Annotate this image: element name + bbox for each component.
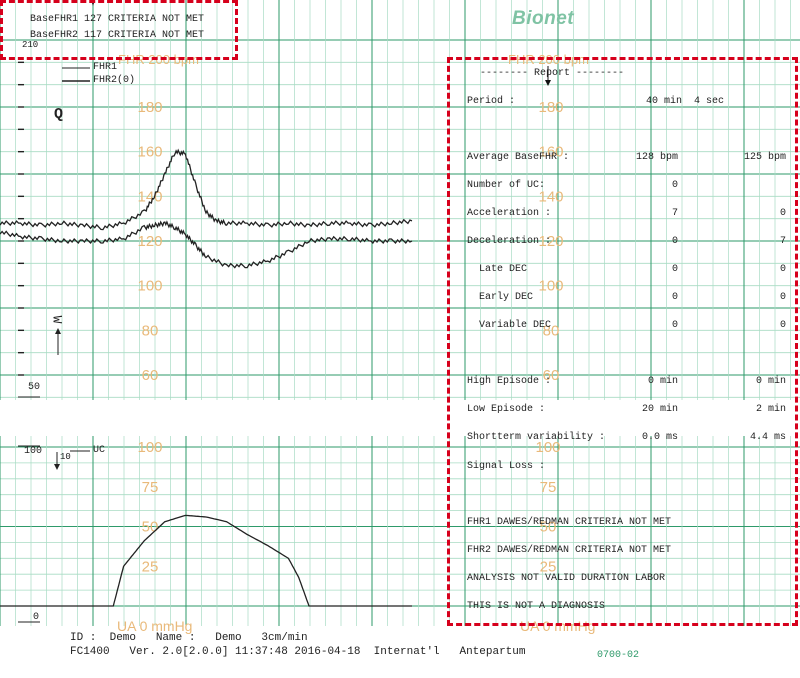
fhr-tick-label-right: 120 bbox=[538, 233, 563, 250]
report-title: -------- Report -------- bbox=[480, 68, 625, 79]
report-row-value-fhr1: 0 bbox=[671, 180, 678, 191]
report-row-label: Number of UC: bbox=[467, 180, 546, 191]
ua-tick-label: 100 bbox=[137, 439, 162, 456]
report-row-label: High Episode : bbox=[467, 376, 552, 387]
report-row-value-fhr1: 0 bbox=[671, 264, 678, 275]
report-row-label: Acceleration : bbox=[467, 208, 552, 219]
footer-device-line: FC1400 Ver. 2.0[2.0.0] 11:37:48 2016-04-… bbox=[70, 646, 526, 658]
scale-50-label: 50 bbox=[28, 382, 41, 393]
fhr-tick-label-right: 60 bbox=[543, 367, 560, 384]
fhr-tick-label: 120 bbox=[137, 233, 162, 250]
report-row-value-fhr2: 2 min bbox=[755, 404, 786, 415]
report-row-value-fhr1: 0 min bbox=[647, 376, 678, 387]
report-note: THIS IS NOT A DIAGNOSIS bbox=[467, 601, 606, 612]
fhr-title-left: FHR 200 bpm bbox=[118, 52, 199, 67]
basefhr1-line: BaseFHR1 127 CRITERIA NOT MET bbox=[30, 14, 205, 25]
scale-10-label: 10 bbox=[60, 452, 71, 462]
scale-0-label: 0 bbox=[33, 612, 40, 623]
fhr-tick-label: 180 bbox=[137, 99, 162, 116]
paper-code: 0700-02 bbox=[597, 650, 640, 661]
ua-tick-label-right: 75 bbox=[540, 479, 557, 496]
report-row-value-fhr1: 7 bbox=[671, 208, 678, 219]
fhr-title-right: FHR 200 bpm bbox=[508, 52, 589, 67]
fhr2-trace bbox=[0, 220, 413, 269]
report-row-label: Variable DEC bbox=[467, 320, 552, 331]
scale-210: 210 bbox=[22, 40, 39, 50]
report-row-value-fhr1: 128 bpm bbox=[635, 152, 678, 163]
fhr-tick-label-right: 80 bbox=[543, 322, 560, 339]
arrow-down-icon bbox=[545, 80, 551, 86]
ua-tick-label-right: 25 bbox=[540, 558, 557, 575]
period-value: 40 min 4 sec bbox=[646, 96, 725, 107]
report-row-label: Shortterm variability : bbox=[467, 432, 606, 443]
period-label: Period : bbox=[467, 96, 516, 107]
report-note: FHR2 DAWES/REDMAN CRITERIA NOT MET bbox=[467, 545, 672, 556]
footer-id-line: ID : Demo Name : Demo 3cm/min bbox=[70, 632, 308, 644]
uc-trace bbox=[0, 514, 412, 607]
scale-labels: 1801601401201008060180160140120100806010… bbox=[137, 99, 563, 575]
fhr-tick-label: 80 bbox=[142, 322, 159, 339]
left-ticks bbox=[18, 61, 40, 623]
fhr1-trace bbox=[0, 148, 413, 231]
report-row-value-fhr1: 0 bbox=[671, 292, 678, 303]
report-row-value-fhr1: 0 bbox=[671, 236, 678, 247]
ua-tick-label-right: 50 bbox=[540, 519, 557, 536]
report-row-value-fhr2: 125 bpm bbox=[743, 152, 786, 163]
legend-fhr1: FHR1 bbox=[93, 62, 118, 73]
q-marker: Q bbox=[54, 106, 64, 123]
report-row-value-fhr2: 0 bbox=[779, 320, 786, 331]
report-row-value-fhr1: 0 bbox=[671, 320, 678, 331]
report-row-value-fhr2: 0 bbox=[779, 264, 786, 275]
fhr-tick-label-right: 100 bbox=[538, 278, 563, 295]
legend-fhr2: FHR2(0) bbox=[93, 75, 136, 86]
report-row-value-fhr2: 0 bbox=[779, 208, 786, 219]
gap-band bbox=[0, 400, 800, 436]
report-row-label: Early DEC bbox=[467, 292, 534, 303]
fhr-tick-label-right: 160 bbox=[538, 144, 563, 161]
fhr-tick-label: 160 bbox=[137, 144, 162, 161]
w-marker: W bbox=[49, 315, 65, 324]
fhr-tick-label: 100 bbox=[137, 278, 162, 295]
report-row-label: Signal Loss : bbox=[467, 461, 546, 472]
report-row-value-fhr2: 7 bbox=[779, 236, 786, 247]
report-row-value-fhr2: 4.4 ms bbox=[749, 432, 786, 443]
chart-grid bbox=[0, 0, 800, 626]
ua-tick-label-right: 100 bbox=[535, 439, 560, 456]
bionet-logo: Bionet bbox=[512, 8, 575, 29]
basefhr2-line: BaseFHR2 117 CRITERIA NOT MET bbox=[30, 30, 205, 41]
report-note: ANALYSIS NOT VALID DURATION LABOR bbox=[467, 573, 666, 584]
report-row-label: Average BaseFHR : bbox=[467, 152, 570, 163]
report-row-value-fhr1: 20 min bbox=[641, 404, 678, 415]
report-row-label: Late DEC bbox=[467, 264, 528, 275]
fhr-tick-label-right: 180 bbox=[538, 99, 563, 116]
fhr-tick-label: 60 bbox=[142, 367, 159, 384]
ua-tick-label: 25 bbox=[142, 558, 159, 575]
ua-title-left: UA 0 mmHg bbox=[117, 618, 193, 634]
report-note: FHR1 DAWES/REDMAN CRITERIA NOT MET bbox=[467, 517, 672, 528]
report-row-value-fhr2: 0 bbox=[779, 292, 786, 303]
uc-label: UC bbox=[93, 445, 106, 456]
report-row-value-fhr1: 0.0 ms bbox=[641, 432, 678, 443]
ten-marker-arrowhead-icon bbox=[54, 464, 60, 470]
ua-title-right: UA 0 mmHg bbox=[520, 618, 596, 634]
w-marker-arrowhead-icon bbox=[55, 328, 61, 334]
arrow-top-left-icon bbox=[91, 0, 95, 6]
fhr-tick-label-right: 140 bbox=[538, 188, 563, 205]
report-row-label: Low Episode : bbox=[467, 404, 546, 415]
scale-100-label: 100 bbox=[24, 446, 43, 457]
ua-tick-label: 75 bbox=[142, 479, 159, 496]
report-row-label: Deceleration : bbox=[467, 236, 552, 247]
report-row-value-fhr2: 0 min bbox=[755, 376, 786, 387]
ua-tick-label: 50 bbox=[142, 519, 159, 536]
